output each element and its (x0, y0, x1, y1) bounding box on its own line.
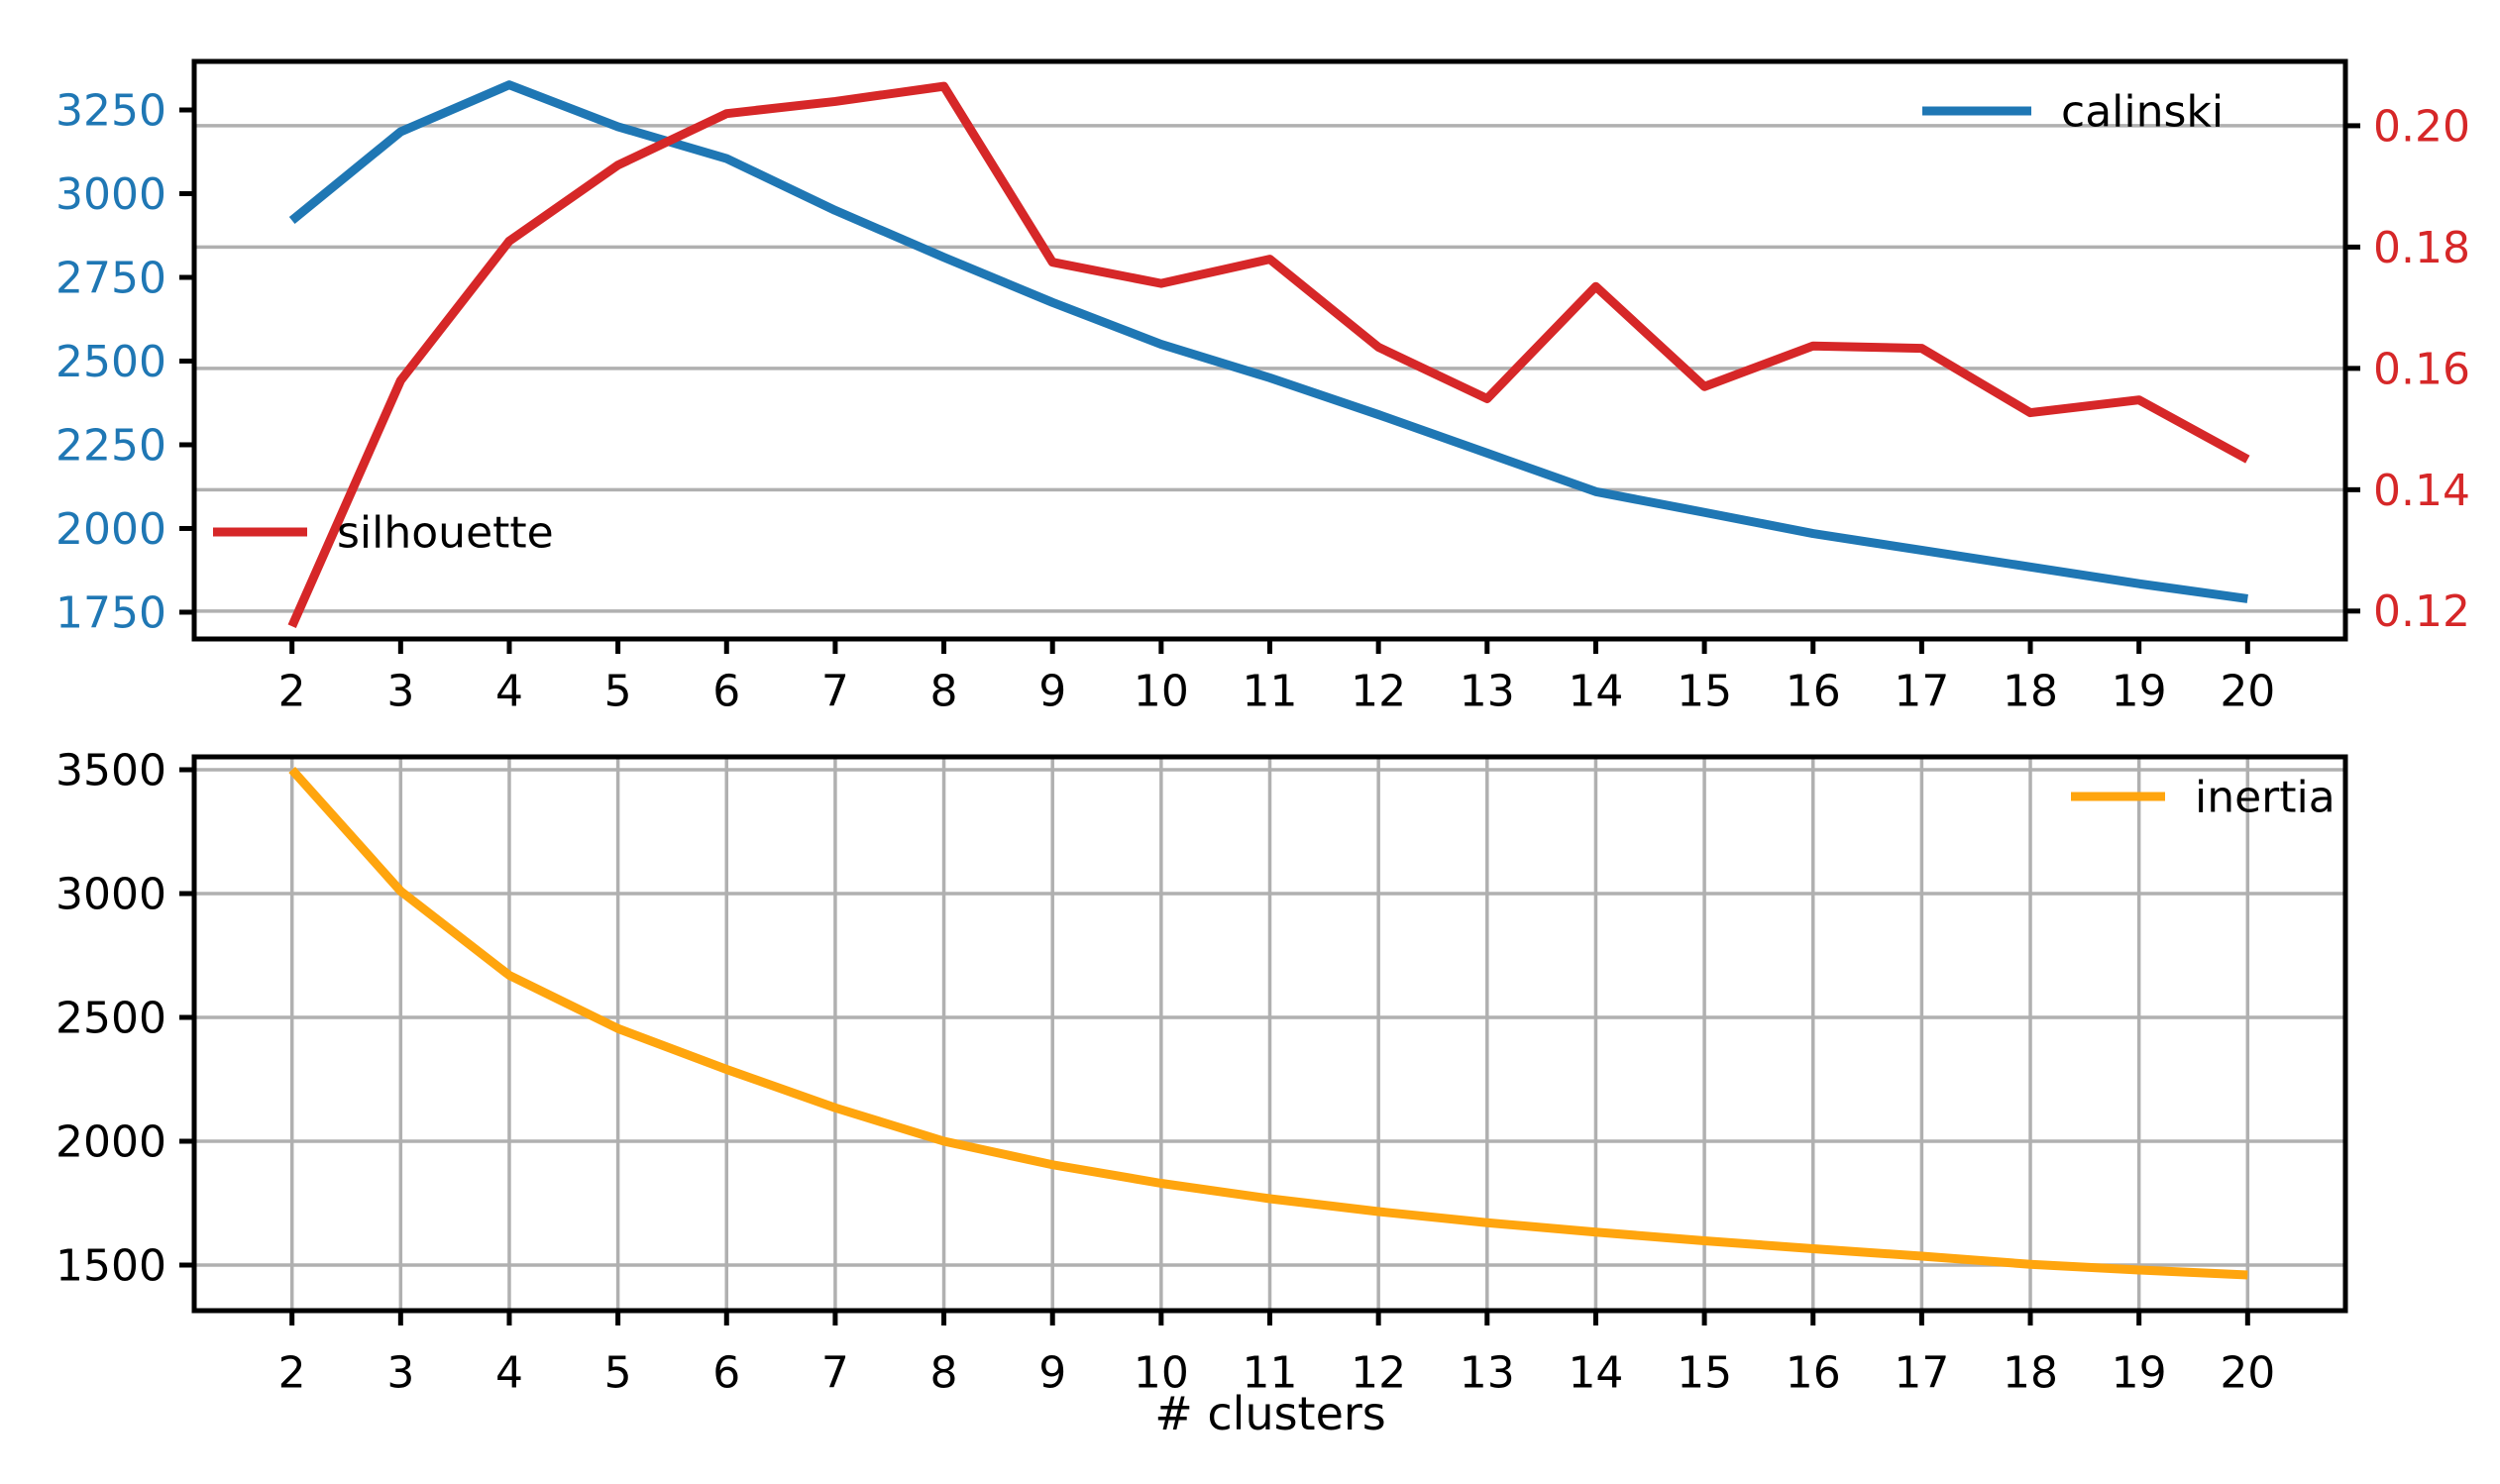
x-tick-label: 3 (386, 1347, 414, 1398)
left-tick-label: 2750 (55, 253, 166, 303)
left-tick-label: 2000 (55, 504, 166, 555)
x-tick-label: 18 (2003, 1347, 2058, 1398)
x-tick-label: 4 (495, 666, 523, 716)
x-tick-label: 10 (1134, 1347, 1189, 1398)
inertia-legend-label: inertia (2195, 772, 2336, 822)
x-tick-label: 16 (1786, 666, 1841, 716)
x-axis-label: # clusters (1154, 1387, 1386, 1440)
x-tick-label: 9 (1038, 666, 1066, 716)
left-tick-label: 1500 (55, 1240, 166, 1291)
left-tick-label: 2500 (55, 993, 166, 1043)
right-tick-label: 0.16 (2373, 344, 2470, 394)
x-tick-label: 13 (1460, 1347, 1515, 1398)
x-tick-label: 20 (2220, 666, 2275, 716)
right-tick-label: 0.12 (2373, 586, 2470, 637)
x-tick-label: 11 (1243, 666, 1298, 716)
left-tick-label: 3000 (55, 869, 166, 919)
calinski-line (288, 80, 2248, 603)
x-tick-label: 12 (1351, 666, 1406, 716)
x-tick-label: 10 (1134, 666, 1189, 716)
left-tick-label: 2000 (55, 1116, 166, 1167)
x-tick-label: 9 (1038, 1347, 1066, 1398)
x-tick-label: 13 (1460, 666, 1515, 716)
x-tick-label: 15 (1677, 666, 1732, 716)
x-tick-label: 20 (2220, 1347, 2275, 1398)
left-tick-label: 1750 (55, 587, 166, 638)
x-tick-label: 7 (821, 666, 849, 716)
x-tick-label: 15 (1677, 1347, 1732, 1398)
x-tick-label: 5 (604, 1347, 632, 1398)
x-tick-label: 19 (2112, 666, 2167, 716)
x-tick-label: 4 (495, 1347, 523, 1398)
right-tick-label: 0.14 (2373, 466, 2470, 516)
silhouette-legend-label: silhouette (337, 507, 554, 558)
x-tick-label: 17 (1894, 666, 1949, 716)
x-tick-label: 2 (278, 1347, 306, 1398)
x-tick-label: 8 (930, 1347, 958, 1398)
left-tick-label: 3250 (55, 85, 166, 136)
silhouette-line (287, 81, 2250, 628)
x-tick-label: 14 (1568, 1347, 1623, 1398)
left-tick-label: 2500 (55, 337, 166, 387)
calinski-legend-label: calinski (2061, 86, 2224, 137)
x-tick-label: 5 (604, 666, 632, 716)
x-tick-label: 8 (930, 666, 958, 716)
x-tick-label: 17 (1894, 1347, 1949, 1398)
left-tick-label: 2250 (55, 420, 166, 471)
top-plot: 2 3 4 5 6 7 8 9 10 11 12 13 14 15 16 17 18 19 20 1750 2000 22… (55, 58, 2470, 716)
x-tick-label: 12 (1351, 1347, 1406, 1398)
x-tick-label: 19 (2112, 1347, 2167, 1398)
x-tick-label: 7 (821, 1347, 849, 1398)
x-tick-label: 16 (1786, 1347, 1841, 1398)
x-tick-label: 3 (386, 666, 414, 716)
left-tick-label: 3000 (55, 169, 166, 220)
inertia-line (288, 766, 2248, 1280)
x-tick-label: 11 (1243, 1347, 1298, 1398)
x-tick-label: 6 (712, 1347, 740, 1398)
x-tick-label: 2 (278, 666, 306, 716)
x-tick-label: 6 (712, 666, 740, 716)
left-tick-label: 3500 (55, 745, 166, 795)
x-tick-label: 14 (1568, 666, 1623, 716)
right-tick-label: 0.18 (2373, 223, 2470, 273)
x-tick-label: 18 (2003, 666, 2058, 716)
right-tick-label: 0.20 (2373, 101, 2470, 152)
bottom-plot: 2 3 4 5 6 7 8 9 10 11 12 13 14 15 16 17 18 19 20 1500 2000 25… (55, 745, 2348, 1398)
